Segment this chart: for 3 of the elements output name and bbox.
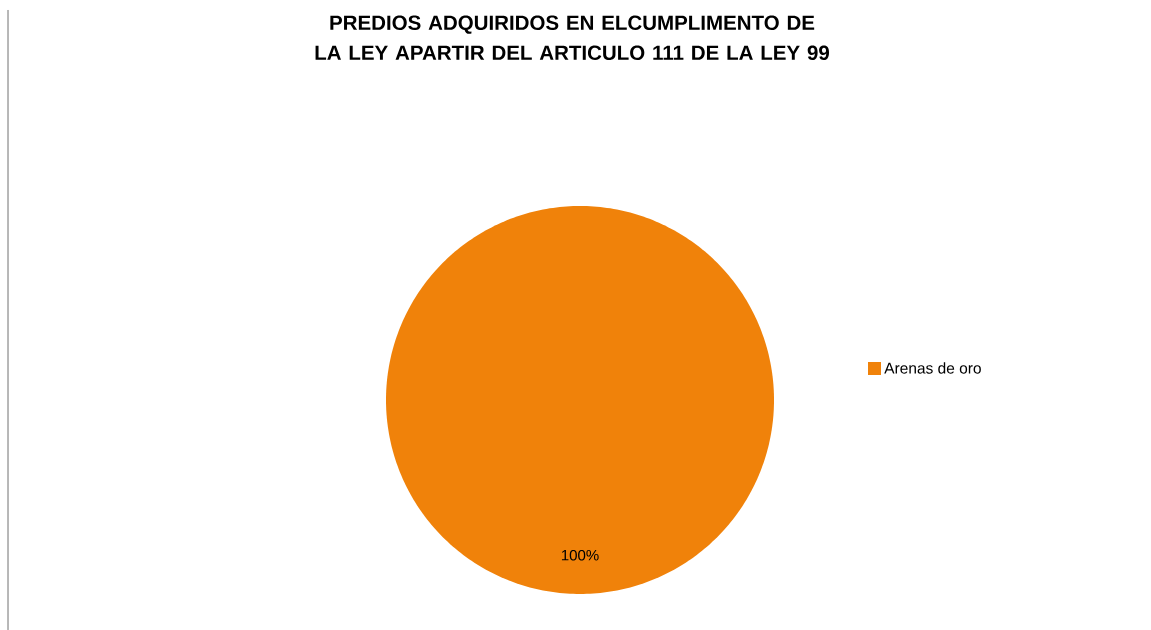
data-label: 100% [561, 549, 599, 561]
legend-label: Arenas de oro [884, 362, 981, 374]
chart-title: PREDIOS ADQUIRIDOS EN ELCUMPLIMENTO DE LA LEY APARTIR DEL ARTICULO 111 DE LA LEY 99 [315, 15, 830, 60]
